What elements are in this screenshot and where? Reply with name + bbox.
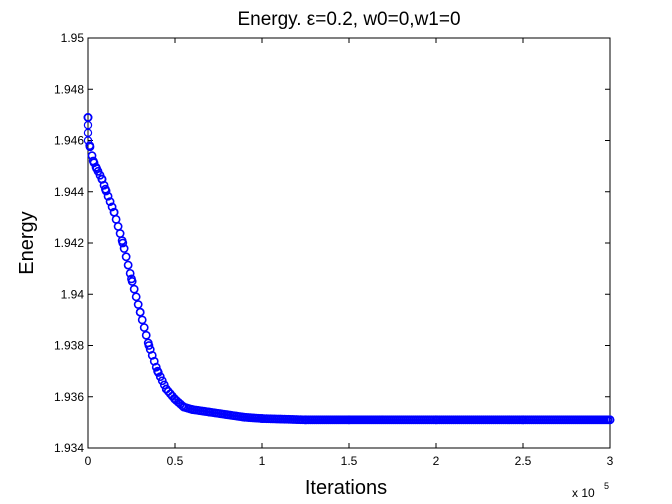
- y-tick-label: 1.94: [61, 287, 85, 301]
- y-tick-label: 1.934: [54, 441, 84, 455]
- y-tick-label: 1.948: [54, 82, 84, 96]
- data-point: [92, 164, 102, 174]
- data-point: [137, 315, 147, 325]
- y-tick-label: 1.938: [54, 339, 84, 353]
- data-point: [83, 136, 93, 145]
- data-point: [518, 415, 528, 425]
- data-point: [103, 191, 113, 201]
- x-tick-label: 3: [607, 454, 614, 468]
- data-point: [119, 244, 129, 253]
- data-point: [121, 252, 131, 262]
- data-point: [431, 415, 441, 425]
- y-tick-label: 1.944: [54, 185, 84, 199]
- energy-series: [83, 113, 615, 425]
- data-point: [109, 207, 119, 217]
- data-point: [222, 410, 232, 420]
- data-point: [187, 405, 197, 414]
- data-point: [151, 362, 161, 372]
- data-point: [344, 415, 354, 425]
- data-point: [135, 307, 145, 317]
- data-point: [123, 260, 133, 270]
- data-point: [240, 412, 249, 422]
- data-point: [101, 184, 110, 194]
- x-tick-label: 2: [433, 454, 440, 468]
- chart-title: Energy. ε=0.2, w0=0,w1=0: [237, 9, 460, 30]
- data-point: [179, 402, 189, 412]
- y-tick-label: 1.936: [54, 390, 84, 404]
- data-point: [605, 415, 615, 425]
- x-axis-label: Iterations: [305, 477, 387, 499]
- x-tick-label: 0.5: [167, 454, 184, 468]
- data-point: [141, 330, 151, 340]
- data-point: [257, 414, 267, 423]
- data-point: [127, 274, 136, 284]
- data-point: [88, 156, 98, 166]
- data-point: [139, 323, 149, 332]
- data-point: [118, 238, 128, 248]
- data-point: [301, 415, 310, 425]
- data-point: [144, 341, 154, 350]
- x-multiplier-exponent: 5: [604, 481, 609, 491]
- data-point: [133, 300, 143, 309]
- x-tick-label: 2.5: [515, 454, 532, 468]
- data-point: [161, 384, 171, 394]
- x-tick-label: 0: [85, 454, 92, 468]
- data-point: [107, 202, 117, 212]
- data-point: [170, 394, 180, 404]
- data-point: [129, 284, 139, 294]
- plot-frame: [87, 37, 611, 449]
- x-tick-label: 1: [259, 454, 266, 468]
- data-point: [85, 141, 95, 151]
- data-point: [159, 380, 169, 390]
- x-tick-label: 1.5: [341, 454, 358, 468]
- data-point: [97, 174, 107, 184]
- data-point: [125, 268, 135, 278]
- data-point: [131, 292, 141, 302]
- axis-ticks: 0 0.5 1 1.5 2 2.5 3 1.934 1.936 1.938 1.94 1.942 1.9…: [54, 31, 614, 468]
- y-tick-label: 1.946: [54, 134, 84, 148]
- data-point: [105, 197, 115, 207]
- x-multiplier-label: x 10: [572, 486, 595, 500]
- data-point: [153, 366, 162, 376]
- y-axis-label: Energy: [16, 211, 38, 274]
- y-tick-label: 1.95: [61, 31, 85, 45]
- data-point: [205, 407, 215, 417]
- y-tick-label: 1.942: [54, 236, 84, 250]
- data-point: [157, 376, 167, 386]
